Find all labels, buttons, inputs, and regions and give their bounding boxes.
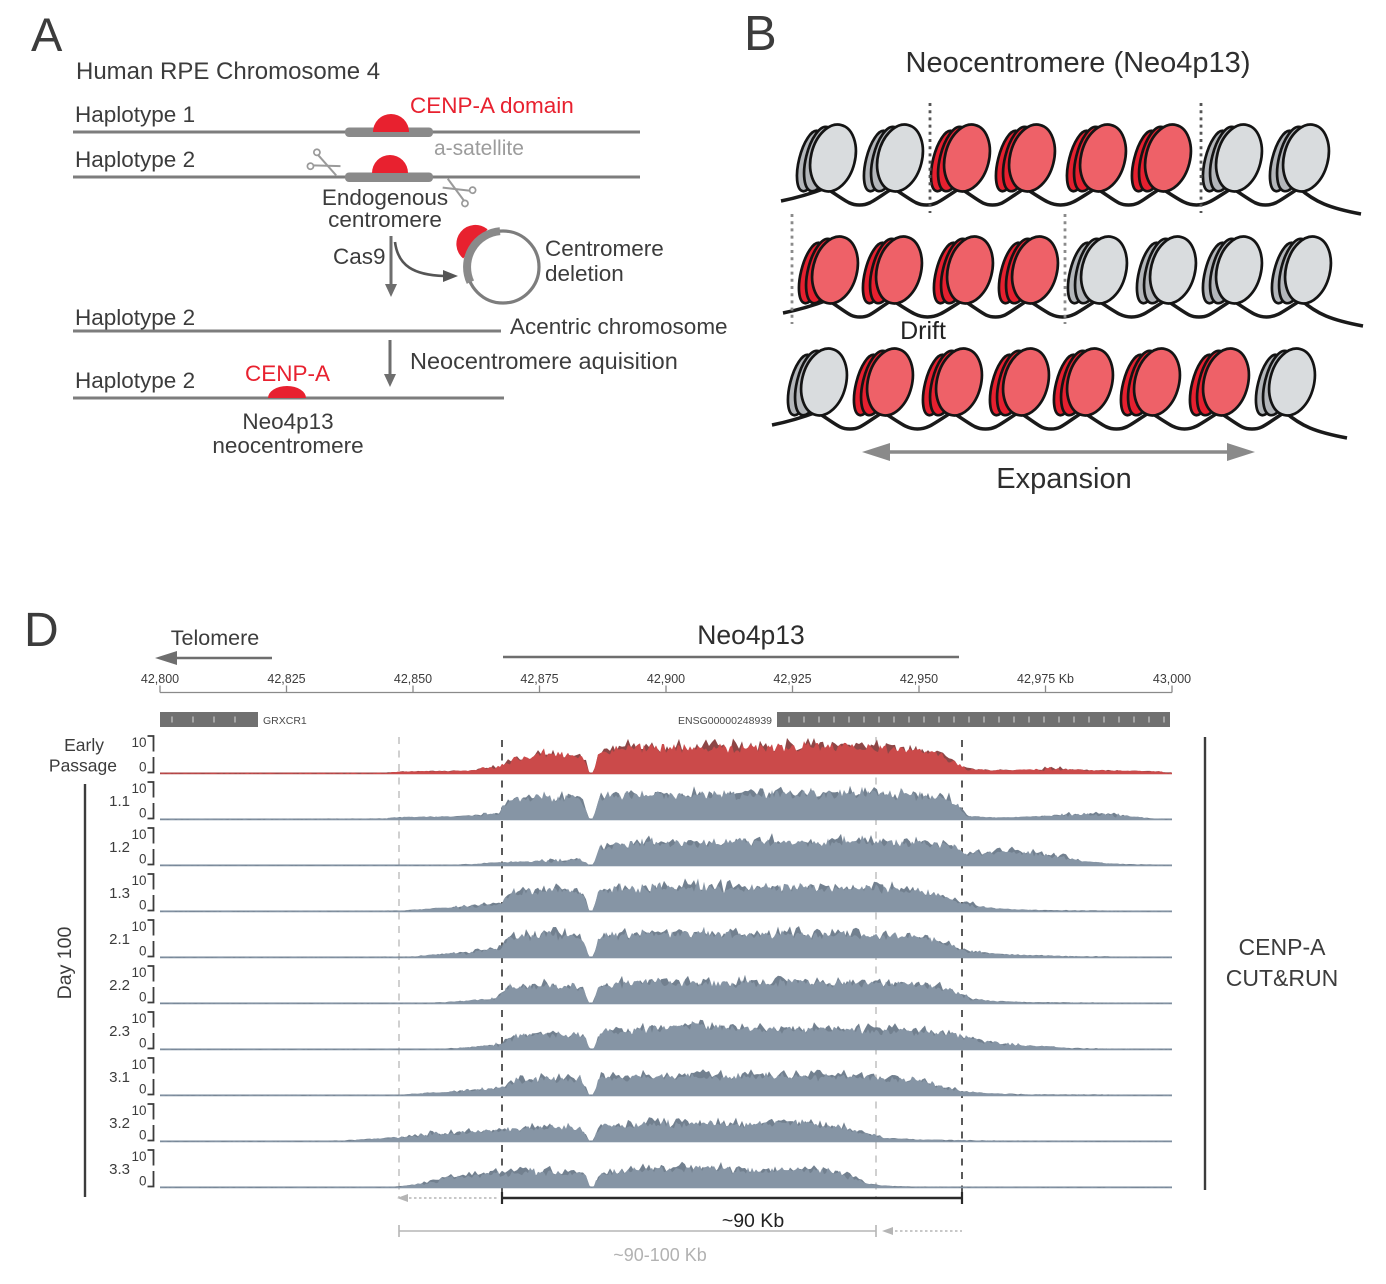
- svg-text:0: 0: [139, 990, 147, 1005]
- svg-text:2.2: 2.2: [109, 977, 130, 994]
- svg-text:Centromere: Centromere: [545, 236, 664, 261]
- svg-text:D: D: [24, 604, 59, 657]
- svg-text:Early: Early: [64, 735, 104, 755]
- svg-text:0: 0: [139, 806, 147, 821]
- svg-text:10: 10: [131, 1149, 146, 1164]
- svg-text:CENP-A: CENP-A: [1239, 934, 1327, 960]
- svg-text:42,950: 42,950: [900, 672, 938, 686]
- svg-text:42,825: 42,825: [267, 672, 305, 686]
- svg-text:10: 10: [131, 873, 146, 888]
- svg-text:10: 10: [131, 965, 146, 980]
- svg-text:3.2: 3.2: [109, 1115, 130, 1132]
- svg-text:A: A: [31, 8, 63, 61]
- svg-text:Human RPE Chromosome 4: Human RPE Chromosome 4: [76, 58, 380, 85]
- svg-text:centromere: centromere: [328, 207, 442, 232]
- svg-text:10: 10: [131, 735, 146, 750]
- svg-text:~90 Kb: ~90 Kb: [722, 1210, 785, 1232]
- svg-text:2.3: 2.3: [109, 1023, 130, 1040]
- svg-text:42,875: 42,875: [520, 672, 558, 686]
- svg-text:1.2: 1.2: [109, 839, 130, 856]
- svg-text:10: 10: [131, 919, 146, 934]
- svg-text:1.1: 1.1: [109, 793, 130, 810]
- svg-text:42,850: 42,850: [394, 672, 432, 686]
- svg-text:Endogenous: Endogenous: [322, 185, 448, 210]
- svg-text:0: 0: [139, 852, 147, 867]
- svg-text:CUT&RUN: CUT&RUN: [1226, 965, 1338, 991]
- svg-text:0: 0: [139, 898, 147, 913]
- svg-text:10: 10: [131, 1057, 146, 1072]
- svg-text:42,900: 42,900: [647, 672, 685, 686]
- svg-text:10: 10: [131, 827, 146, 842]
- svg-text:42,975 Kb: 42,975 Kb: [1017, 672, 1074, 686]
- svg-text:10: 10: [131, 781, 146, 796]
- svg-text:0: 0: [139, 1036, 147, 1051]
- svg-text:a-satellite: a-satellite: [434, 137, 524, 160]
- svg-text:3.3: 3.3: [109, 1161, 130, 1178]
- svg-text:GRXCR1: GRXCR1: [263, 715, 307, 727]
- svg-text:0: 0: [139, 1128, 147, 1143]
- svg-text:2.1: 2.1: [109, 931, 130, 948]
- svg-text:3.1: 3.1: [109, 1069, 130, 1086]
- svg-text:10: 10: [131, 1103, 146, 1118]
- svg-text:Haplotype 2: Haplotype 2: [75, 305, 195, 330]
- svg-text:Neo4p13: Neo4p13: [242, 409, 333, 434]
- svg-text:1.3: 1.3: [109, 885, 130, 902]
- svg-text:0: 0: [139, 1082, 147, 1097]
- svg-text:ENSG00000248939: ENSG00000248939: [678, 715, 772, 727]
- svg-text:10: 10: [131, 1011, 146, 1026]
- svg-text:42,800: 42,800: [141, 672, 179, 686]
- svg-text:Neocentromere (Neo4p13): Neocentromere (Neo4p13): [906, 47, 1251, 79]
- svg-text:Expansion: Expansion: [996, 463, 1131, 495]
- svg-text:~90-100 Kb: ~90-100 Kb: [613, 1245, 707, 1265]
- svg-text:0: 0: [139, 1174, 147, 1189]
- svg-text:43,000: 43,000: [1153, 672, 1191, 686]
- svg-text:0: 0: [139, 760, 147, 775]
- svg-text:neocentromere: neocentromere: [212, 433, 363, 458]
- svg-text:CENP-A: CENP-A: [245, 361, 330, 386]
- svg-text:Acentric chromosome: Acentric chromosome: [510, 314, 728, 339]
- svg-text:0: 0: [139, 944, 147, 959]
- svg-text:42,925: 42,925: [773, 672, 811, 686]
- svg-text:Drift: Drift: [900, 317, 946, 345]
- svg-text:Haplotype 2: Haplotype 2: [75, 147, 195, 172]
- svg-text:Cas9: Cas9: [333, 244, 386, 269]
- svg-text:Haplotype 1: Haplotype 1: [75, 102, 195, 127]
- svg-text:Neocentromere aquisition: Neocentromere aquisition: [410, 348, 678, 374]
- svg-text:B: B: [744, 7, 777, 61]
- svg-text:deletion: deletion: [545, 261, 624, 286]
- svg-text:Passage: Passage: [49, 756, 117, 776]
- svg-text:Neo4p13: Neo4p13: [697, 620, 805, 650]
- svg-text:Haplotype 2: Haplotype 2: [75, 368, 195, 393]
- svg-text:CENP-A domain: CENP-A domain: [410, 93, 574, 118]
- svg-text:Day 100: Day 100: [54, 927, 76, 1000]
- svg-text:Telomere: Telomere: [171, 626, 259, 650]
